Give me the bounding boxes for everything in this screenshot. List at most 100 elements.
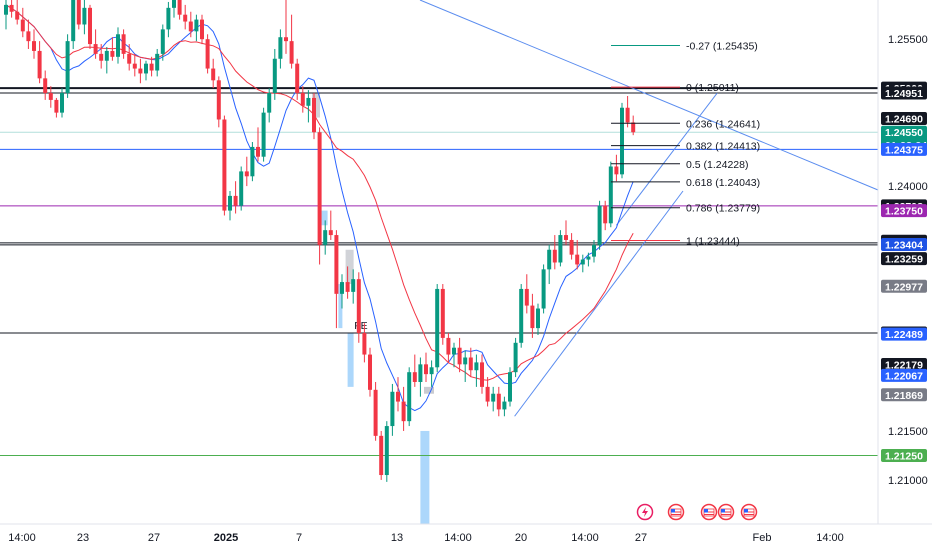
time-tick-label: 27 [635,532,647,544]
bearish-candle [368,354,372,390]
price-tag [881,448,927,462]
bullish-candle [435,288,440,368]
bearish-candle [121,34,126,54]
bullish-candle [144,63,148,74]
time-axis: 14:00 23 27 2025 7 13 14:00 20 14:00 27 Feb 14:00 [0,523,932,550]
bullish-candle [586,256,591,260]
bullish-candle [592,244,596,257]
bullish-candle [166,7,171,30]
bearish-candle [149,63,154,71]
bearish-candle [295,63,300,94]
time-tick-label: 2025 [214,532,238,544]
bullish-candle [407,372,412,422]
bullish-candle [228,195,232,211]
bullish-candle [4,4,8,15]
bullish-candle [580,259,585,265]
bearish-candle [244,171,249,177]
bullish-candle [250,146,255,177]
bearish-candle [401,401,406,422]
price-tag-label: 1.23404 [885,239,923,251]
bearish-candle [362,333,367,355]
bearish-candle [183,14,188,22]
bearish-candle [93,44,98,54]
price-tag [881,279,927,293]
price-tick-label: 1.25500 [888,34,928,46]
bearish-candle [564,235,568,240]
bearish-candle [356,279,361,334]
price-tick-label: 1.24000 [888,181,928,193]
bearish-candle [256,146,260,157]
bullish-candle [272,58,277,94]
fair-value-gap [321,210,328,226]
bearish-candle [127,53,132,64]
time-tick-label: Feb [753,532,772,544]
bullish-candle [390,391,395,427]
time-tick-label: 7 [296,532,302,544]
bearish-candle [625,107,630,123]
bearish-candle [177,0,182,15]
price-tag-label: 1.24690 [885,114,923,126]
bearish-candle [132,63,137,69]
bearish-candle [552,249,557,263]
bearish-candle [328,230,333,236]
bullish-candle [508,372,512,402]
flag-canton [671,509,675,513]
time-tick-label: 13 [391,532,403,544]
channel-line [616,92,718,226]
bearish-candle [485,386,490,402]
bullish-candle [384,426,389,476]
bullish-candle [323,230,328,245]
bullish-candle [351,279,356,292]
us-flag-icon [740,503,758,521]
price-tag-label: 1.21869 [885,390,923,402]
lightning-icon [636,503,654,521]
bearish-candle [396,391,400,402]
bearish-candle [48,93,53,100]
bullish-candle [267,93,272,113]
fib-level-label: 0.236 (1.24641) [686,118,760,130]
bullish-candle [597,205,602,245]
price-tag [881,86,927,100]
price-tag [881,357,927,371]
price-tag [881,237,927,251]
price-tag-label: 1.22067 [885,370,923,382]
bearish-candle [631,122,636,133]
descending-trendline [419,0,879,191]
bullish-candle [82,7,87,25]
bearish-candle [99,53,104,61]
bullish-candle [155,53,160,71]
price-tag [881,142,927,156]
bullish-candle [172,0,176,8]
bearish-candle [110,50,115,57]
supply-zone [345,249,354,285]
bearish-candle [26,31,31,42]
ascending-trendline [514,190,684,417]
fair-value-gap [338,284,343,329]
bearish-candle [468,357,473,371]
price-tag [881,388,927,402]
bearish-candle [216,80,221,120]
price-tag-label: 1.22489 [885,329,923,341]
fibonacci-retracement[interactable]: -0.27 (1.25435) 0 (1.25011) 0.236 (1.24641… [611,41,760,248]
us-flag-icon [717,503,735,521]
price-tag-label: 1.24375 [885,144,923,156]
bearish-candle [530,305,535,329]
bearish-candle [222,119,227,211]
bearish-candle [575,254,580,265]
price-tag-label: 1.22977 [885,281,923,293]
bullish-candle [60,93,64,113]
bearish-candle [200,19,204,40]
bearish-candle [524,288,529,306]
bearish-candle [289,41,294,64]
bearish-candle [457,347,462,365]
time-tick-label: 27 [148,532,160,544]
bullish-candle [429,367,434,375]
moving-average-line [5,4,634,412]
fvg-label: FE [354,320,367,332]
bearish-candle [76,0,81,25]
bullish-candle [239,171,244,206]
bearish-candle [284,37,288,42]
bullish-candle [608,166,613,224]
